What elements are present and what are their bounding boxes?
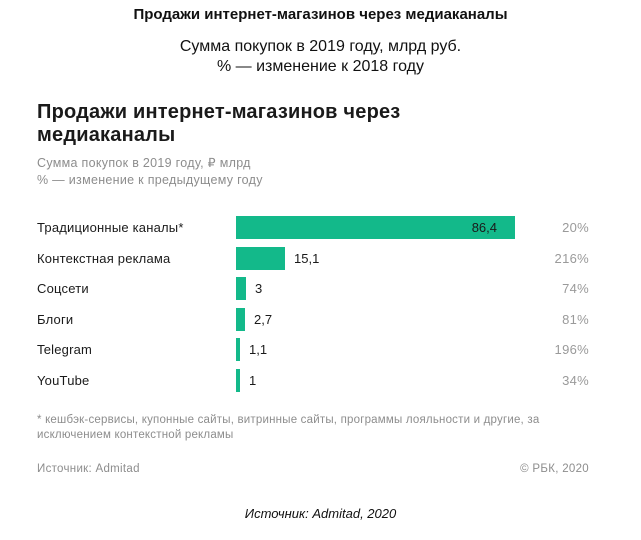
change-label: 20%: [562, 220, 589, 235]
value-label: 1: [249, 372, 257, 388]
bar: [236, 368, 240, 392]
change-label: 196%: [554, 342, 589, 357]
value-label: 1,1: [249, 342, 268, 357]
outer-subtitle-line1: Сумма покупок в 2019 году, млрд руб.: [179, 38, 462, 55]
bar: [236, 338, 240, 361]
change-label: 81%: [562, 311, 589, 327]
category-label: Контекстная реклама: [37, 250, 171, 266]
card-title: Продажи интернет-магазинов через медиака…: [37, 101, 401, 146]
card-source: Источник: Admitad: [37, 463, 140, 475]
bar: [236, 277, 246, 300]
bar: [236, 307, 245, 331]
outer-subtitle-line2: % — изменение к 2018 году: [217, 58, 424, 75]
copyright: © РБК, 2020: [520, 463, 589, 475]
card-subtitle-line1: Сумма покупок в 2019 году, ₽ млрд: [37, 156, 251, 170]
change-label: 216%: [554, 250, 589, 266]
change-label: 74%: [562, 281, 589, 296]
category-label: Соцсети: [37, 281, 89, 296]
category-label: YouTube: [37, 372, 90, 388]
category-label: Традиционные каналы*: [37, 220, 184, 235]
value-label: 15,1: [294, 250, 320, 266]
value-label: 2,7: [254, 311, 273, 327]
category-label: Telegram: [37, 342, 93, 357]
category-label: Блоги: [37, 311, 74, 327]
value-label: 86,4: [471, 220, 497, 235]
change-label: 34%: [562, 372, 589, 388]
outer-source: Источник: Admitad, 2020: [244, 506, 397, 521]
card-subtitle-line2: % — изменение к предыдущему году: [37, 173, 263, 187]
chart-card: Продажи интернет-магазинов через медиака…: [20, 87, 620, 489]
outer-title: Продажи интернет-магазинов через медиака…: [133, 6, 508, 23]
bar: [236, 246, 285, 270]
value-label: 3: [255, 281, 263, 296]
footnote: * кешбэк-сервисы, купонные сайты, витрин…: [37, 414, 540, 441]
bar: [236, 216, 515, 239]
